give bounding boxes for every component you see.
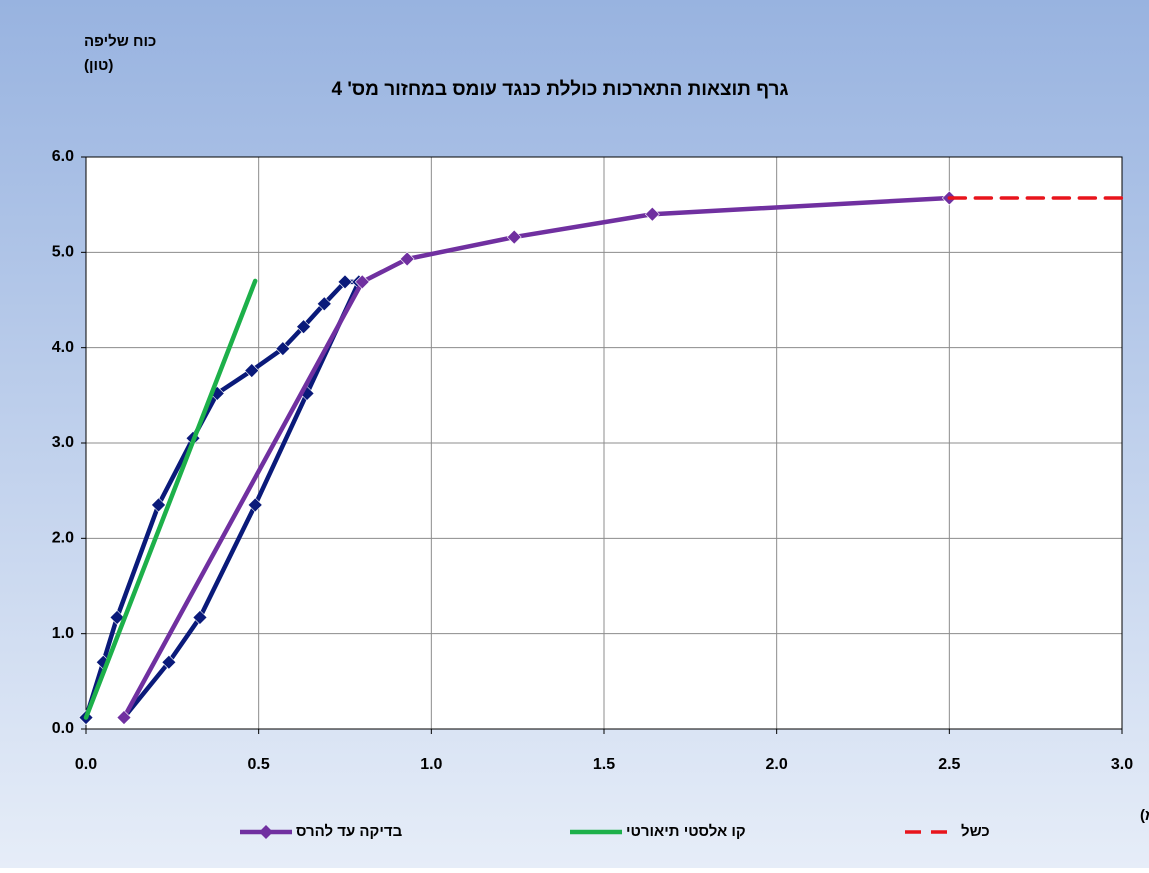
y-tick-label: 6.0 xyxy=(52,148,74,165)
x-tick-label: 2.5 xyxy=(938,756,960,773)
legend-label: כשל xyxy=(961,823,990,840)
marker xyxy=(506,229,522,245)
x-axis-label: התארכות כוללת (מ"מ) xyxy=(1140,807,1149,824)
y-tick-label: 0.0 xyxy=(52,720,74,737)
chart-title: גרף תוצאות התארכות כוללת כנגד עומס במחזו… xyxy=(332,79,789,100)
x-tick-label: 1.5 xyxy=(593,756,615,773)
y-tick-label: 1.0 xyxy=(52,625,74,642)
plot-border xyxy=(85,156,1123,730)
y-tick-label: 4.0 xyxy=(52,339,74,356)
y-axis-label: כוח שליפה xyxy=(84,33,156,50)
legend-label: קו אלסטי תיאורטי xyxy=(626,823,746,840)
marker xyxy=(192,610,208,625)
marker xyxy=(244,363,260,378)
marker xyxy=(151,497,166,513)
y-tick-label: 5.0 xyxy=(52,244,74,261)
marker xyxy=(116,710,132,725)
series-line xyxy=(121,195,952,720)
marker xyxy=(337,274,353,290)
legend-marker xyxy=(259,825,273,839)
x-tick-label: 2.0 xyxy=(766,756,788,773)
marker xyxy=(161,654,177,670)
y-tick-label: 3.0 xyxy=(52,434,74,451)
y-axis-label: (טון) xyxy=(84,57,113,74)
marker xyxy=(275,341,291,357)
x-tick-label: 1.0 xyxy=(420,756,442,773)
x-tick-label: 0.0 xyxy=(75,756,97,773)
marker xyxy=(354,274,370,290)
y-tick-label: 2.0 xyxy=(52,530,74,547)
x-tick-label: 0.5 xyxy=(248,756,270,773)
x-tick-label: 3.0 xyxy=(1111,756,1133,773)
legend-label: בדיקה עד להרס xyxy=(296,823,403,840)
marker xyxy=(247,497,263,513)
marker xyxy=(316,296,332,312)
marker xyxy=(399,251,415,267)
marker xyxy=(644,206,660,222)
marker xyxy=(296,319,311,335)
series-line xyxy=(83,278,258,720)
marker xyxy=(109,610,125,625)
